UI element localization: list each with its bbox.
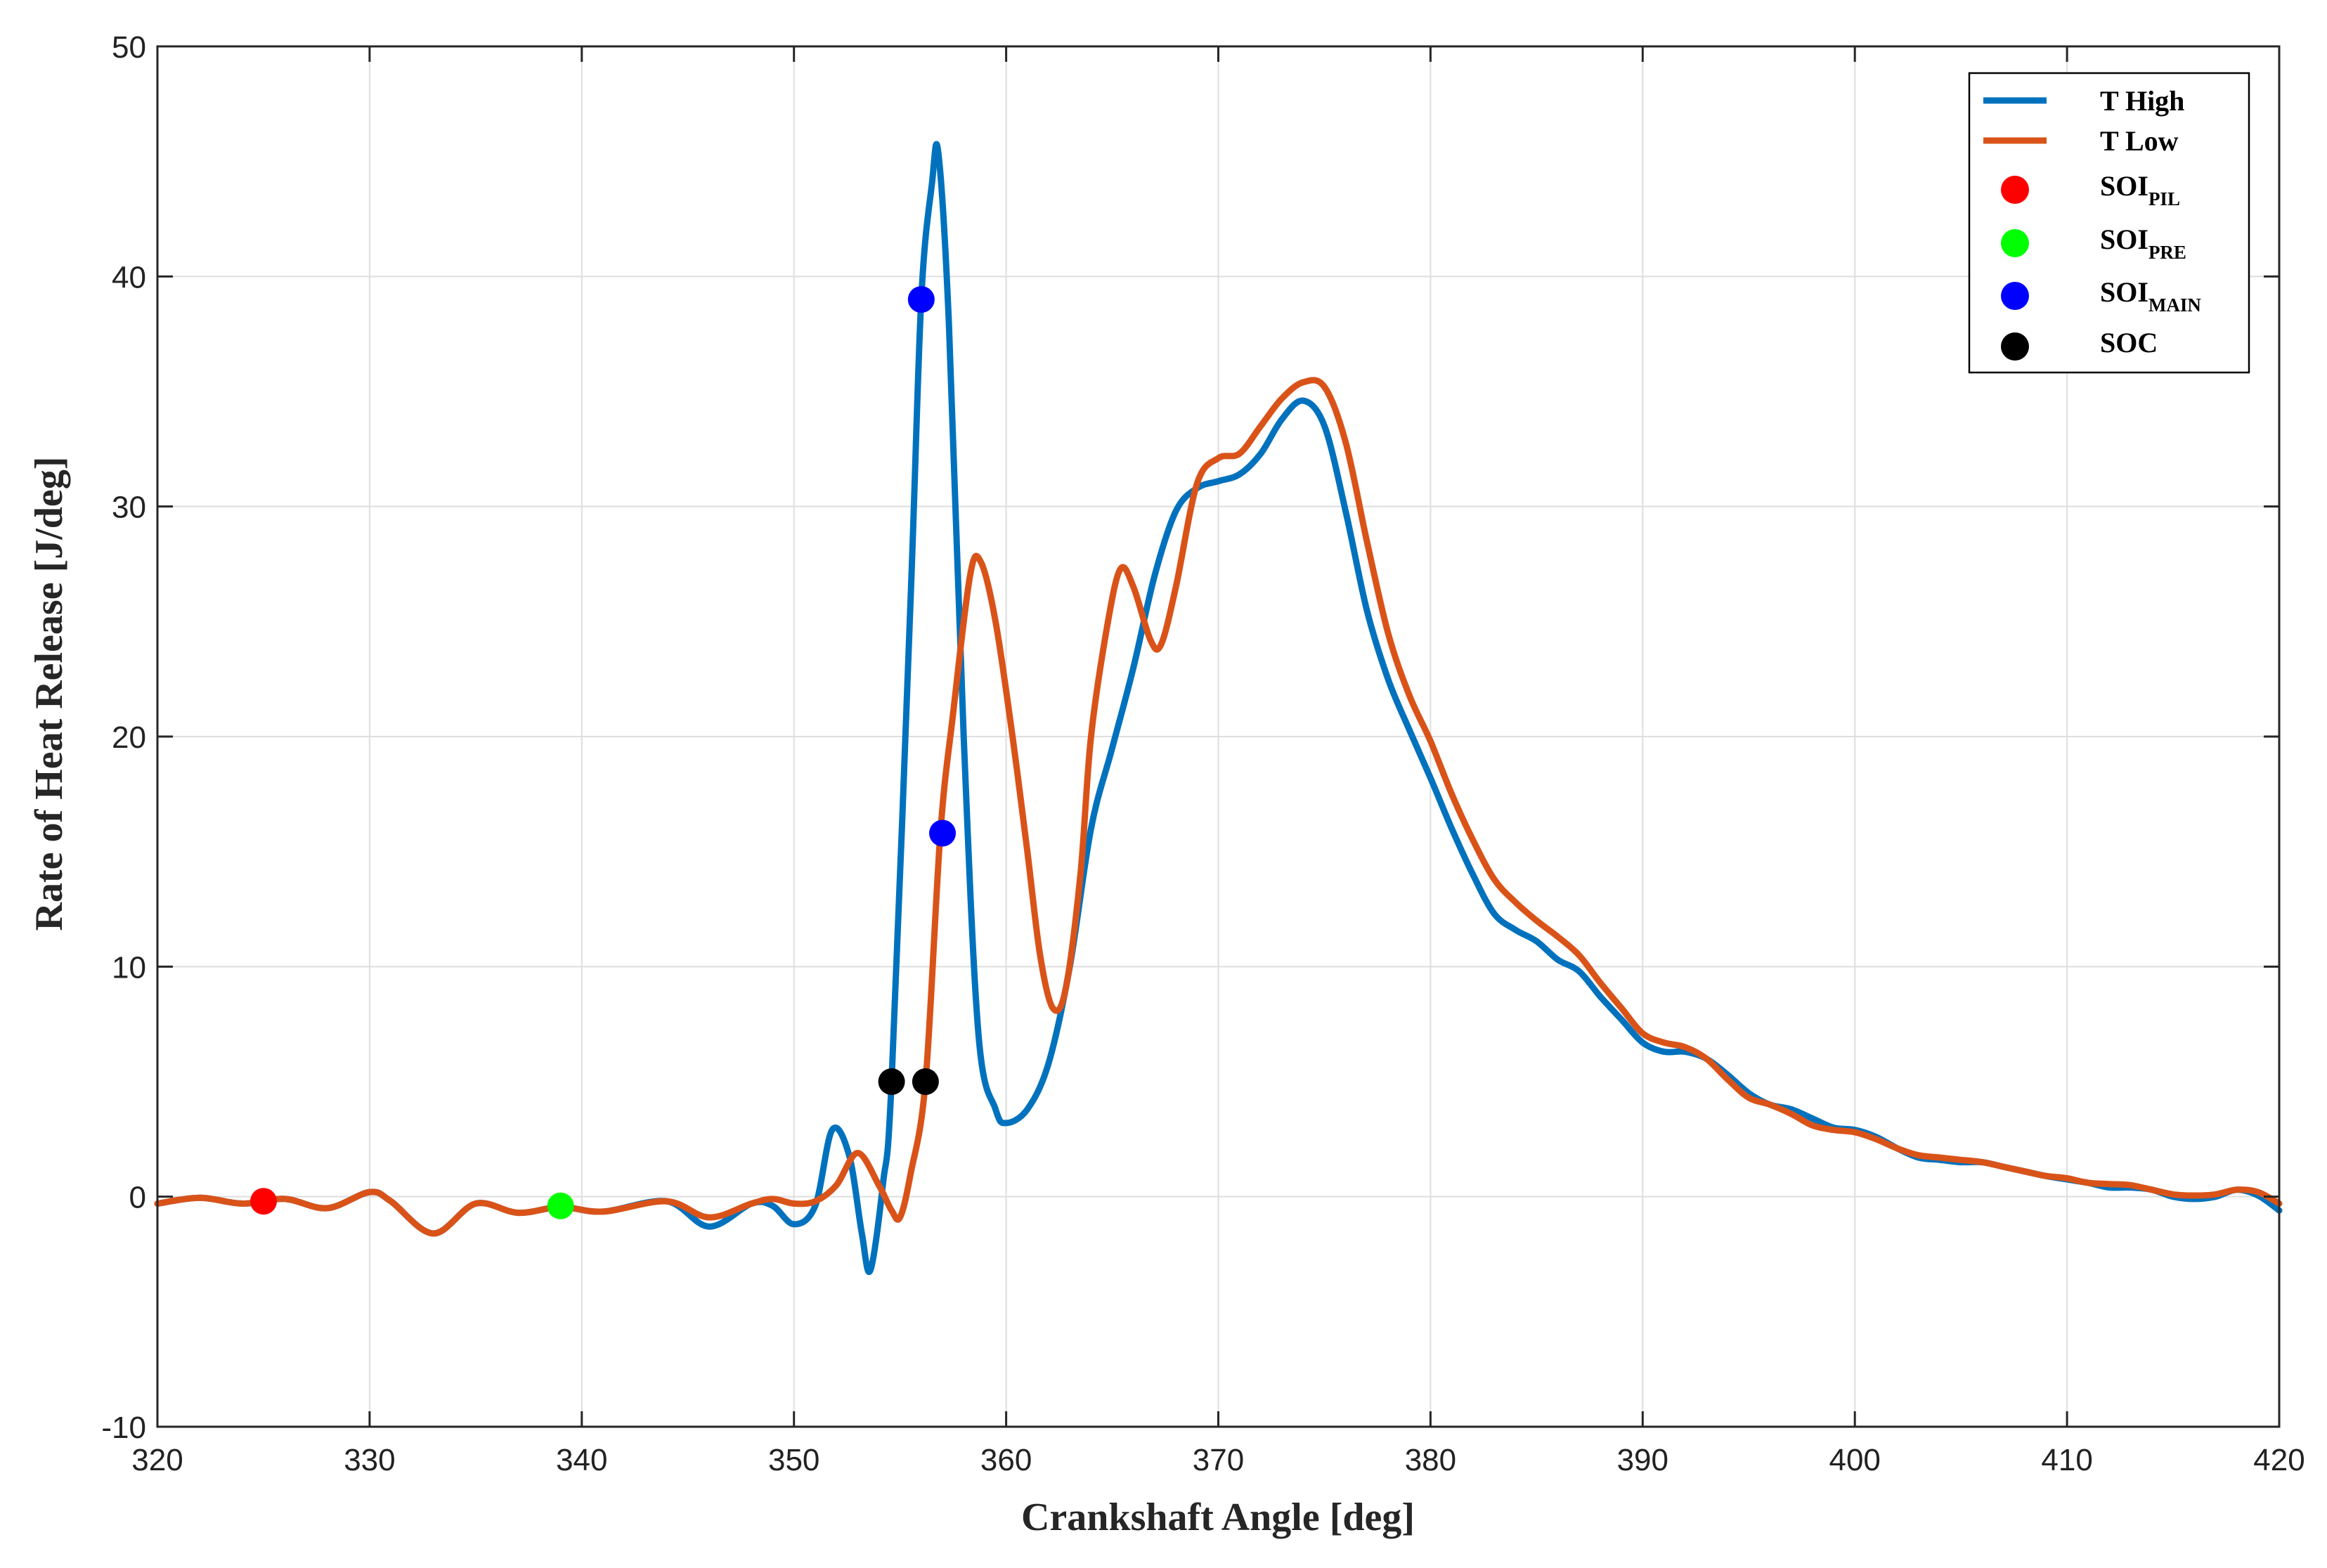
legend-label-base: SOI bbox=[2100, 223, 2148, 255]
series-line-t-low bbox=[154, 377, 2283, 1237]
marker-soi-pre bbox=[547, 1192, 574, 1219]
legend-label-subscript: MAIN bbox=[2148, 294, 2201, 316]
marker-soi-pil bbox=[249, 1188, 277, 1215]
x-tick-label: 350 bbox=[768, 1443, 819, 1477]
legend-label: T Low bbox=[2100, 125, 2179, 157]
legend-label-soc: SOC bbox=[2100, 327, 2158, 358]
grid-lines bbox=[157, 46, 2280, 1427]
marker-soc bbox=[912, 1068, 939, 1095]
y-tick-label: 20 bbox=[112, 720, 146, 755]
legend-marker-soi-pil bbox=[2001, 176, 2029, 204]
legend-box bbox=[1968, 72, 2250, 374]
legend-label-base: SOI bbox=[2100, 276, 2148, 308]
y-tick-label: 10 bbox=[112, 950, 146, 985]
legend-label-base: SOI bbox=[2100, 170, 2148, 202]
x-tick-label: 410 bbox=[2041, 1443, 2092, 1477]
legend-marker-soi-pre bbox=[2001, 229, 2029, 257]
y-tick-label: 0 bbox=[129, 1181, 146, 1215]
marker-soi-main bbox=[929, 819, 957, 847]
y-tick-label: -10 bbox=[101, 1411, 146, 1445]
marker-soc bbox=[878, 1068, 905, 1095]
y-tick-label: 50 bbox=[112, 30, 146, 65]
axis-ticks: 320 330 340 350 360 370 380 390 400 410 420 -10 0 10 2… bbox=[101, 30, 2305, 1477]
x-tick-label: 320 bbox=[131, 1443, 183, 1477]
y-axis-title: Rate of Heat Release [J/deg] bbox=[27, 457, 71, 931]
x-tick-label: 390 bbox=[1617, 1443, 1668, 1477]
legend-label-soi-main: SOIMAIN bbox=[2100, 276, 2201, 316]
series-lines bbox=[154, 141, 2283, 1276]
legend-label-subscript: PIL bbox=[2148, 188, 2180, 209]
legend-label-soi-pre: SOIPRE bbox=[2100, 223, 2186, 263]
y-tick-label: 40 bbox=[112, 260, 146, 294]
x-tick-label: 340 bbox=[556, 1443, 607, 1477]
legend-label-soi-pil: SOIPIL bbox=[2100, 170, 2180, 209]
legend-marker-soc bbox=[2001, 332, 2029, 361]
x-tick-label: 400 bbox=[1829, 1443, 1880, 1477]
marker-soi-main bbox=[907, 286, 935, 313]
x-tick-label: 420 bbox=[2253, 1443, 2305, 1477]
legend-label-subscript: PRE bbox=[2148, 242, 2186, 263]
x-axis-title: Crankshaft Angle [deg] bbox=[1021, 1496, 1415, 1539]
legend-marker-soi-main bbox=[2001, 282, 2029, 310]
event-markers bbox=[249, 286, 957, 1219]
x-tick-label: 330 bbox=[344, 1443, 395, 1477]
x-tick-label: 360 bbox=[980, 1443, 1032, 1477]
legend-label-base: SOC bbox=[2100, 327, 2158, 358]
x-tick-label: 370 bbox=[1193, 1443, 1244, 1477]
x-tick-label: 380 bbox=[1405, 1443, 1456, 1477]
y-tick-label: 30 bbox=[112, 491, 146, 525]
legend-label: T High bbox=[2100, 85, 2184, 117]
